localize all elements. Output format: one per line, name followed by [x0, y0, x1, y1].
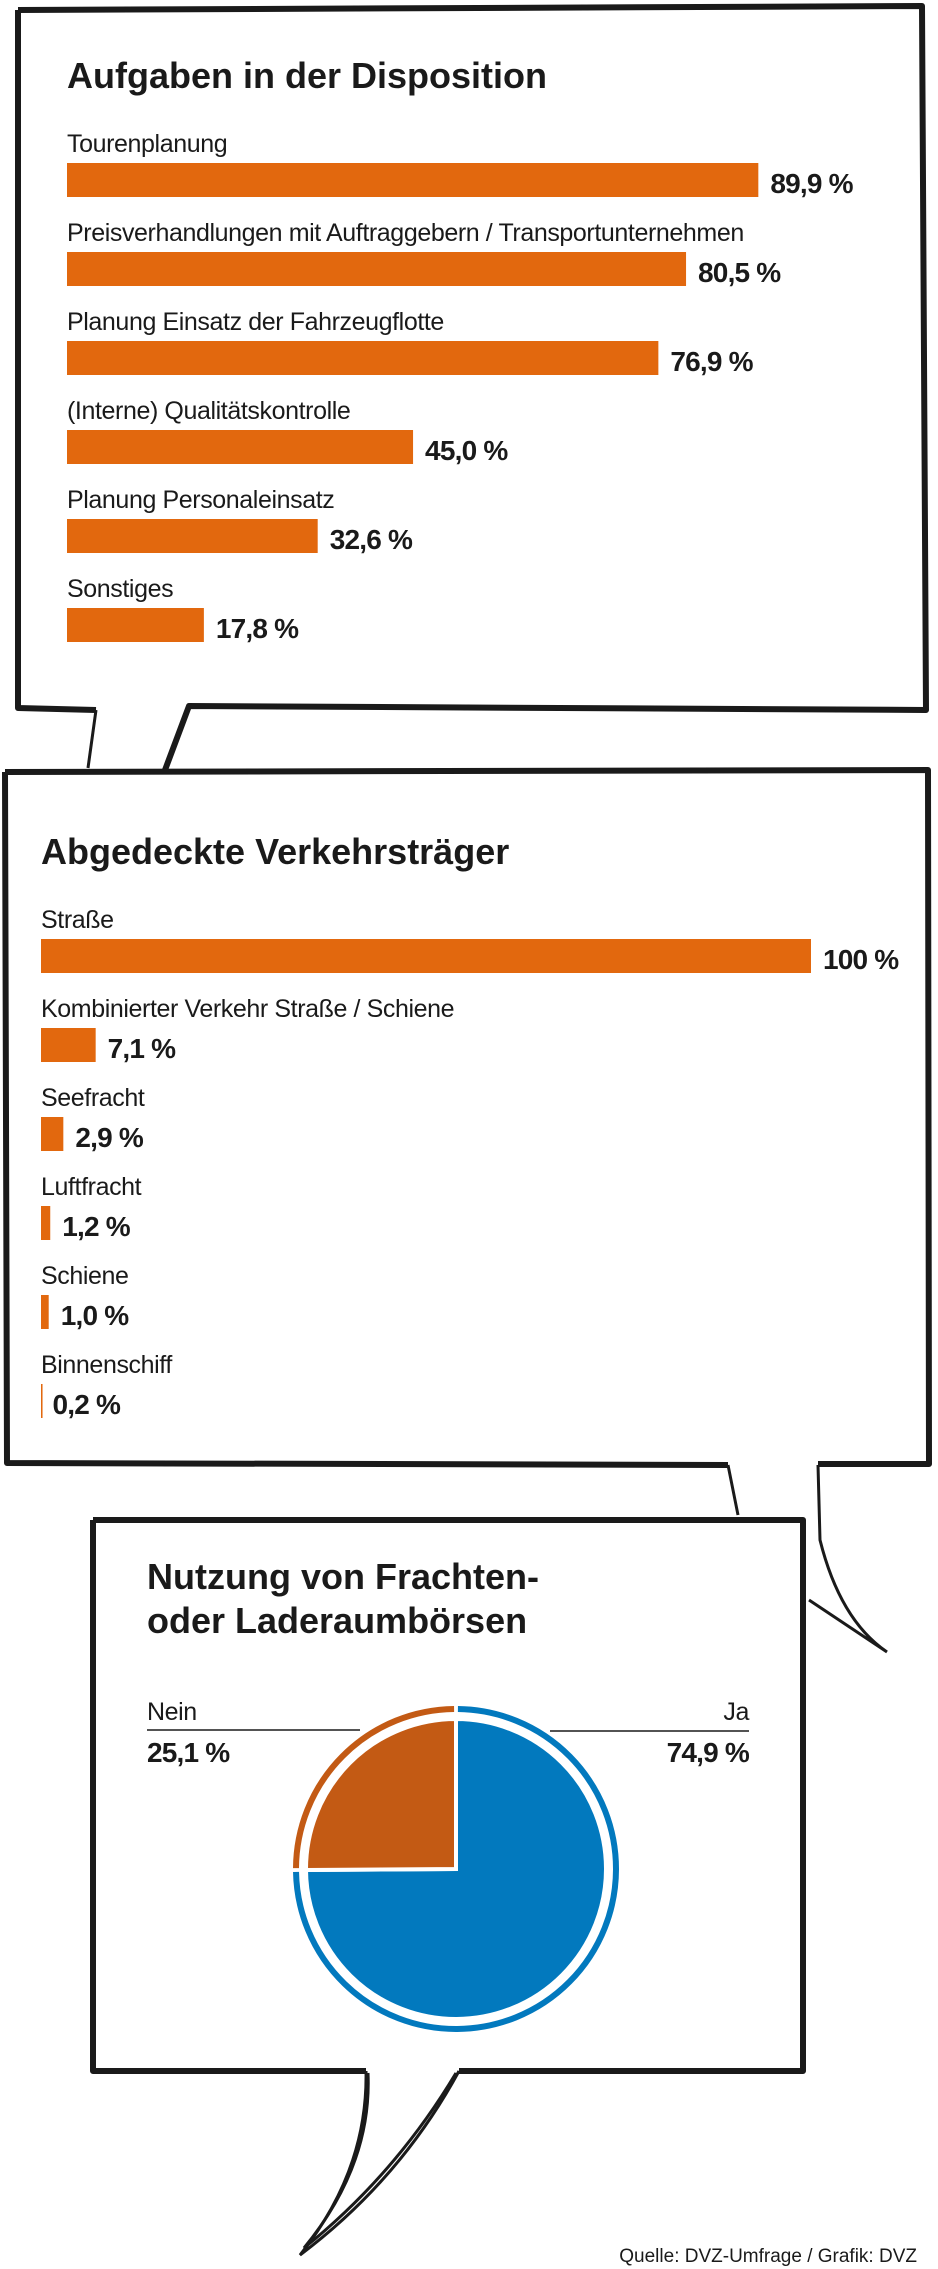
- pie-ring-ja: [293, 1706, 619, 2032]
- bar: [41, 1295, 49, 1329]
- bar-value-label: 17,8 %: [216, 613, 299, 644]
- chart-title-line-2: oder Laderaumbörsen: [147, 1600, 527, 1641]
- pie-ring-nein: [293, 1706, 455, 1869]
- bar: [67, 519, 318, 553]
- bar-value-label: 80,5 %: [698, 257, 781, 288]
- pie-value-nein: 25,1 %: [147, 1737, 230, 1768]
- bar-label: Binnenschiff: [41, 1351, 172, 1379]
- pie-slice-nein: [304, 1716, 458, 1872]
- source-credit: Quelle: DVZ-Umfrage / Grafik: DVZ: [619, 2246, 917, 2267]
- bar-value-label: 32,6 %: [330, 524, 413, 555]
- bar-value-label: 100 %: [823, 944, 899, 975]
- bar: [67, 608, 204, 642]
- bar-label: (Interne) Qualitätskontrolle: [67, 397, 350, 425]
- bar-label: Tourenplanung: [67, 130, 227, 158]
- bar: [41, 1028, 96, 1062]
- bar-label: Straße: [41, 906, 114, 934]
- bar-label: Seefracht: [41, 1084, 145, 1112]
- bar: [41, 939, 811, 973]
- bar: [67, 163, 759, 197]
- bar-value-label: 1,2 %: [62, 1211, 131, 1242]
- bar-chart-tasks: Tourenplanung 89,9 % Preisverhandlungen mi…: [67, 130, 854, 644]
- pie-label-ja: Ja: [723, 1698, 749, 1726]
- bar: [67, 341, 659, 375]
- bar-label: Preisverhandlungen mit Auftraggebern / T…: [67, 219, 744, 247]
- pie-value-ja: 74,9 %: [667, 1737, 750, 1768]
- bar-value-label: 2,9 %: [75, 1122, 144, 1153]
- bubble-frame-modes: [2, 767, 932, 1468]
- chart-title-modes: Abgedeckte Verkehrsträger: [41, 831, 509, 872]
- bar-value-label: 89,9 %: [770, 168, 853, 199]
- bar-label: Sonstiges: [67, 575, 173, 603]
- bar: [67, 430, 414, 464]
- chart-title-line-1: Nutzung von Frachten-: [147, 1556, 539, 1597]
- chart-title-tasks: Aufgaben in der Disposition: [67, 55, 547, 96]
- bar-label: Luftfracht: [41, 1173, 142, 1201]
- bar-value-label: 1,0 %: [61, 1300, 130, 1331]
- pie-chart: [293, 1706, 619, 2032]
- bar: [41, 1384, 43, 1418]
- pie-slice-ja: [303, 1716, 608, 2021]
- pie-label-nein: Nein: [147, 1698, 197, 1726]
- bar: [41, 1117, 64, 1151]
- bar-label: Kombinierter Verkehr Straße / Schiene: [41, 995, 454, 1023]
- bubble-frame-exchanges: [90, 1464, 888, 2257]
- bar: [67, 252, 687, 286]
- bubble-frame-tasks: [15, 3, 929, 772]
- bar-label: Schiene: [41, 1262, 129, 1290]
- bar: [41, 1206, 51, 1240]
- bar-value-label: 7,1 %: [108, 1033, 177, 1064]
- bar-value-label: 45,0 %: [425, 435, 508, 466]
- bar-value-label: 0,2 %: [53, 1389, 122, 1420]
- bar-value-label: 76,9 %: [670, 346, 753, 377]
- bar-label: Planung Personaleinsatz: [67, 486, 334, 514]
- bar-label: Planung Einsatz der Fahrzeugflotte: [67, 308, 444, 336]
- bar-chart-modes: Straße 100 % Kombinierter Verkehr Straße /…: [41, 906, 900, 1420]
